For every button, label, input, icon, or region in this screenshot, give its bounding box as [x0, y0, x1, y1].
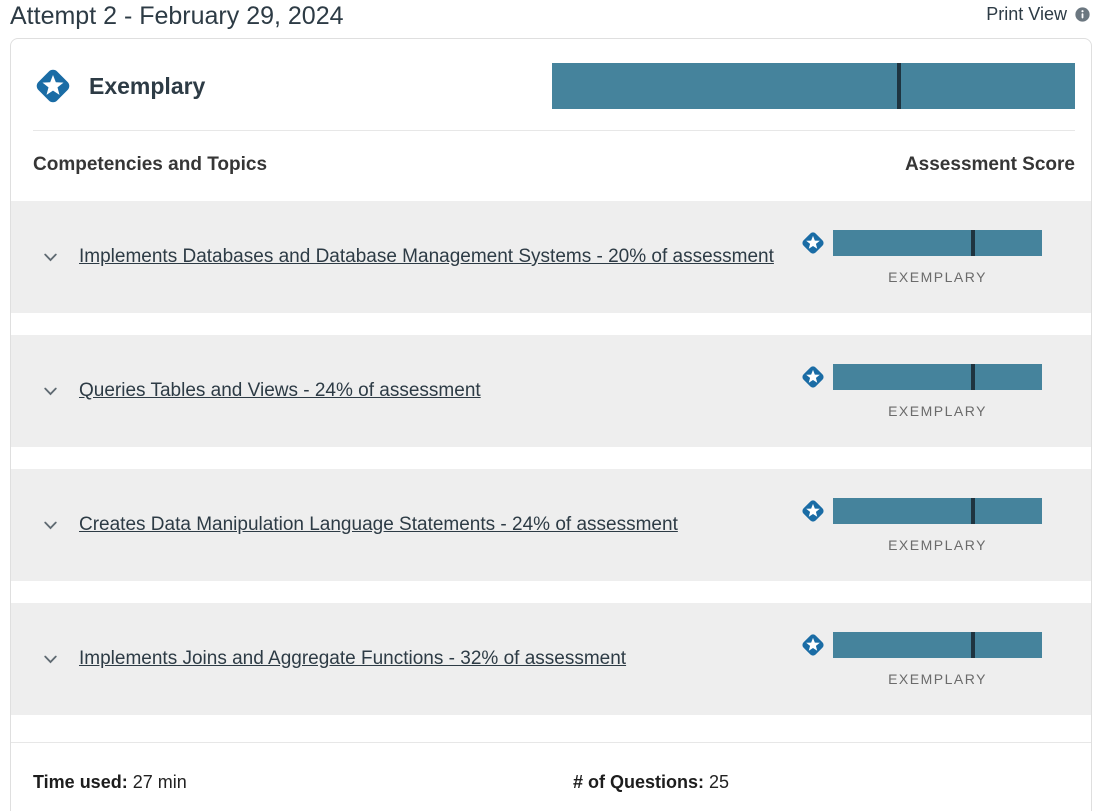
table-header-row: Competencies and Topics Assessment Score — [11, 131, 1091, 201]
info-icon[interactable] — [1075, 7, 1090, 22]
time-used: Time used: 27 min — [11, 772, 551, 793]
chevron-down-icon[interactable] — [42, 651, 59, 668]
competency-score-bar — [833, 631, 1042, 658]
competency-score-bar — [833, 229, 1042, 256]
page-header: Attempt 2 - February 29, 2024 Print View — [0, 0, 1096, 31]
competency-score: EXEMPLARY — [800, 229, 1042, 285]
competency-score-marker — [970, 497, 975, 524]
star-diamond-badge-icon — [800, 230, 826, 255]
competency-row-left: Queries Tables and Views - 24% of assess… — [42, 380, 481, 402]
competency-row-left: Implements Databases and Database Manage… — [42, 246, 774, 268]
competency-row-left: Implements Joins and Aggregate Functions… — [42, 648, 626, 670]
rating-caption: EXEMPLARY — [888, 670, 987, 687]
competency-row: Implements Joins and Aggregate Functions… — [11, 603, 1091, 715]
competency-score-bar — [833, 497, 1042, 524]
question-count-value: 25 — [709, 772, 730, 792]
competency-link[interactable]: Queries Tables and Views - 24% of assess… — [79, 380, 481, 401]
competency-link[interactable]: Implements Joins and Aggregate Functions… — [79, 648, 627, 669]
print-view-group: Print View — [986, 4, 1090, 25]
overall-rating-label: Exemplary — [89, 72, 206, 99]
overall-score-bar — [552, 63, 1075, 109]
score-line — [800, 363, 1042, 390]
header-divider — [33, 130, 1075, 131]
score-line — [800, 229, 1042, 256]
competency-score: EXEMPLARY — [800, 363, 1042, 419]
star-diamond-badge-icon — [800, 498, 826, 523]
competency-score: EXEMPLARY — [800, 631, 1042, 687]
overall-rating: Exemplary — [33, 66, 205, 106]
time-used-label: Time used: — [33, 772, 128, 792]
competency-row: Implements Databases and Database Manage… — [11, 201, 1091, 313]
rating-caption: EXEMPLARY — [888, 402, 987, 419]
star-diamond-badge-icon — [800, 364, 826, 389]
competency-row-left: Creates Data Manipulation Language State… — [42, 514, 678, 536]
competency-score-bar — [833, 363, 1042, 390]
chevron-down-icon[interactable] — [42, 249, 59, 266]
page-title: Attempt 2 - February 29, 2024 — [10, 2, 344, 30]
competency-row: Queries Tables and Views - 24% of assess… — [11, 335, 1091, 447]
score-line — [800, 497, 1042, 524]
rating-caption: EXEMPLARY — [888, 268, 987, 285]
competency-row: Creates Data Manipulation Language State… — [11, 469, 1091, 581]
time-used-value: 27 min — [132, 772, 187, 792]
question-count: # of Questions: 25 — [551, 772, 1091, 793]
star-diamond-badge-icon — [34, 67, 72, 105]
competency-score-marker — [970, 363, 975, 390]
overall-score-header: Exemplary — [11, 39, 1091, 130]
overall-score-marker — [897, 63, 902, 109]
competency-score-marker — [970, 631, 975, 658]
chevron-down-icon[interactable] — [42, 517, 59, 534]
print-view-link[interactable]: Print View — [986, 4, 1067, 24]
competency-link[interactable]: Implements Databases and Database Manage… — [79, 246, 774, 267]
rating-caption: EXEMPLARY — [888, 536, 987, 553]
attempt-stats-footer: Time used: 27 min # of Questions: 25 — [11, 742, 1091, 811]
competency-score-marker — [970, 229, 975, 256]
score-column-header: Assessment Score — [904, 154, 1075, 175]
competencies-column-header: Competencies and Topics — [33, 154, 268, 175]
competency-score: EXEMPLARY — [800, 497, 1042, 553]
chevron-down-icon[interactable] — [42, 383, 59, 400]
score-line — [800, 631, 1042, 658]
competency-link[interactable]: Creates Data Manipulation Language State… — [79, 514, 678, 535]
question-count-label: # of Questions: — [573, 772, 705, 792]
star-diamond-badge-icon — [800, 632, 826, 657]
attempt-results-card: Exemplary Competencies and Topics Assess… — [10, 38, 1092, 811]
